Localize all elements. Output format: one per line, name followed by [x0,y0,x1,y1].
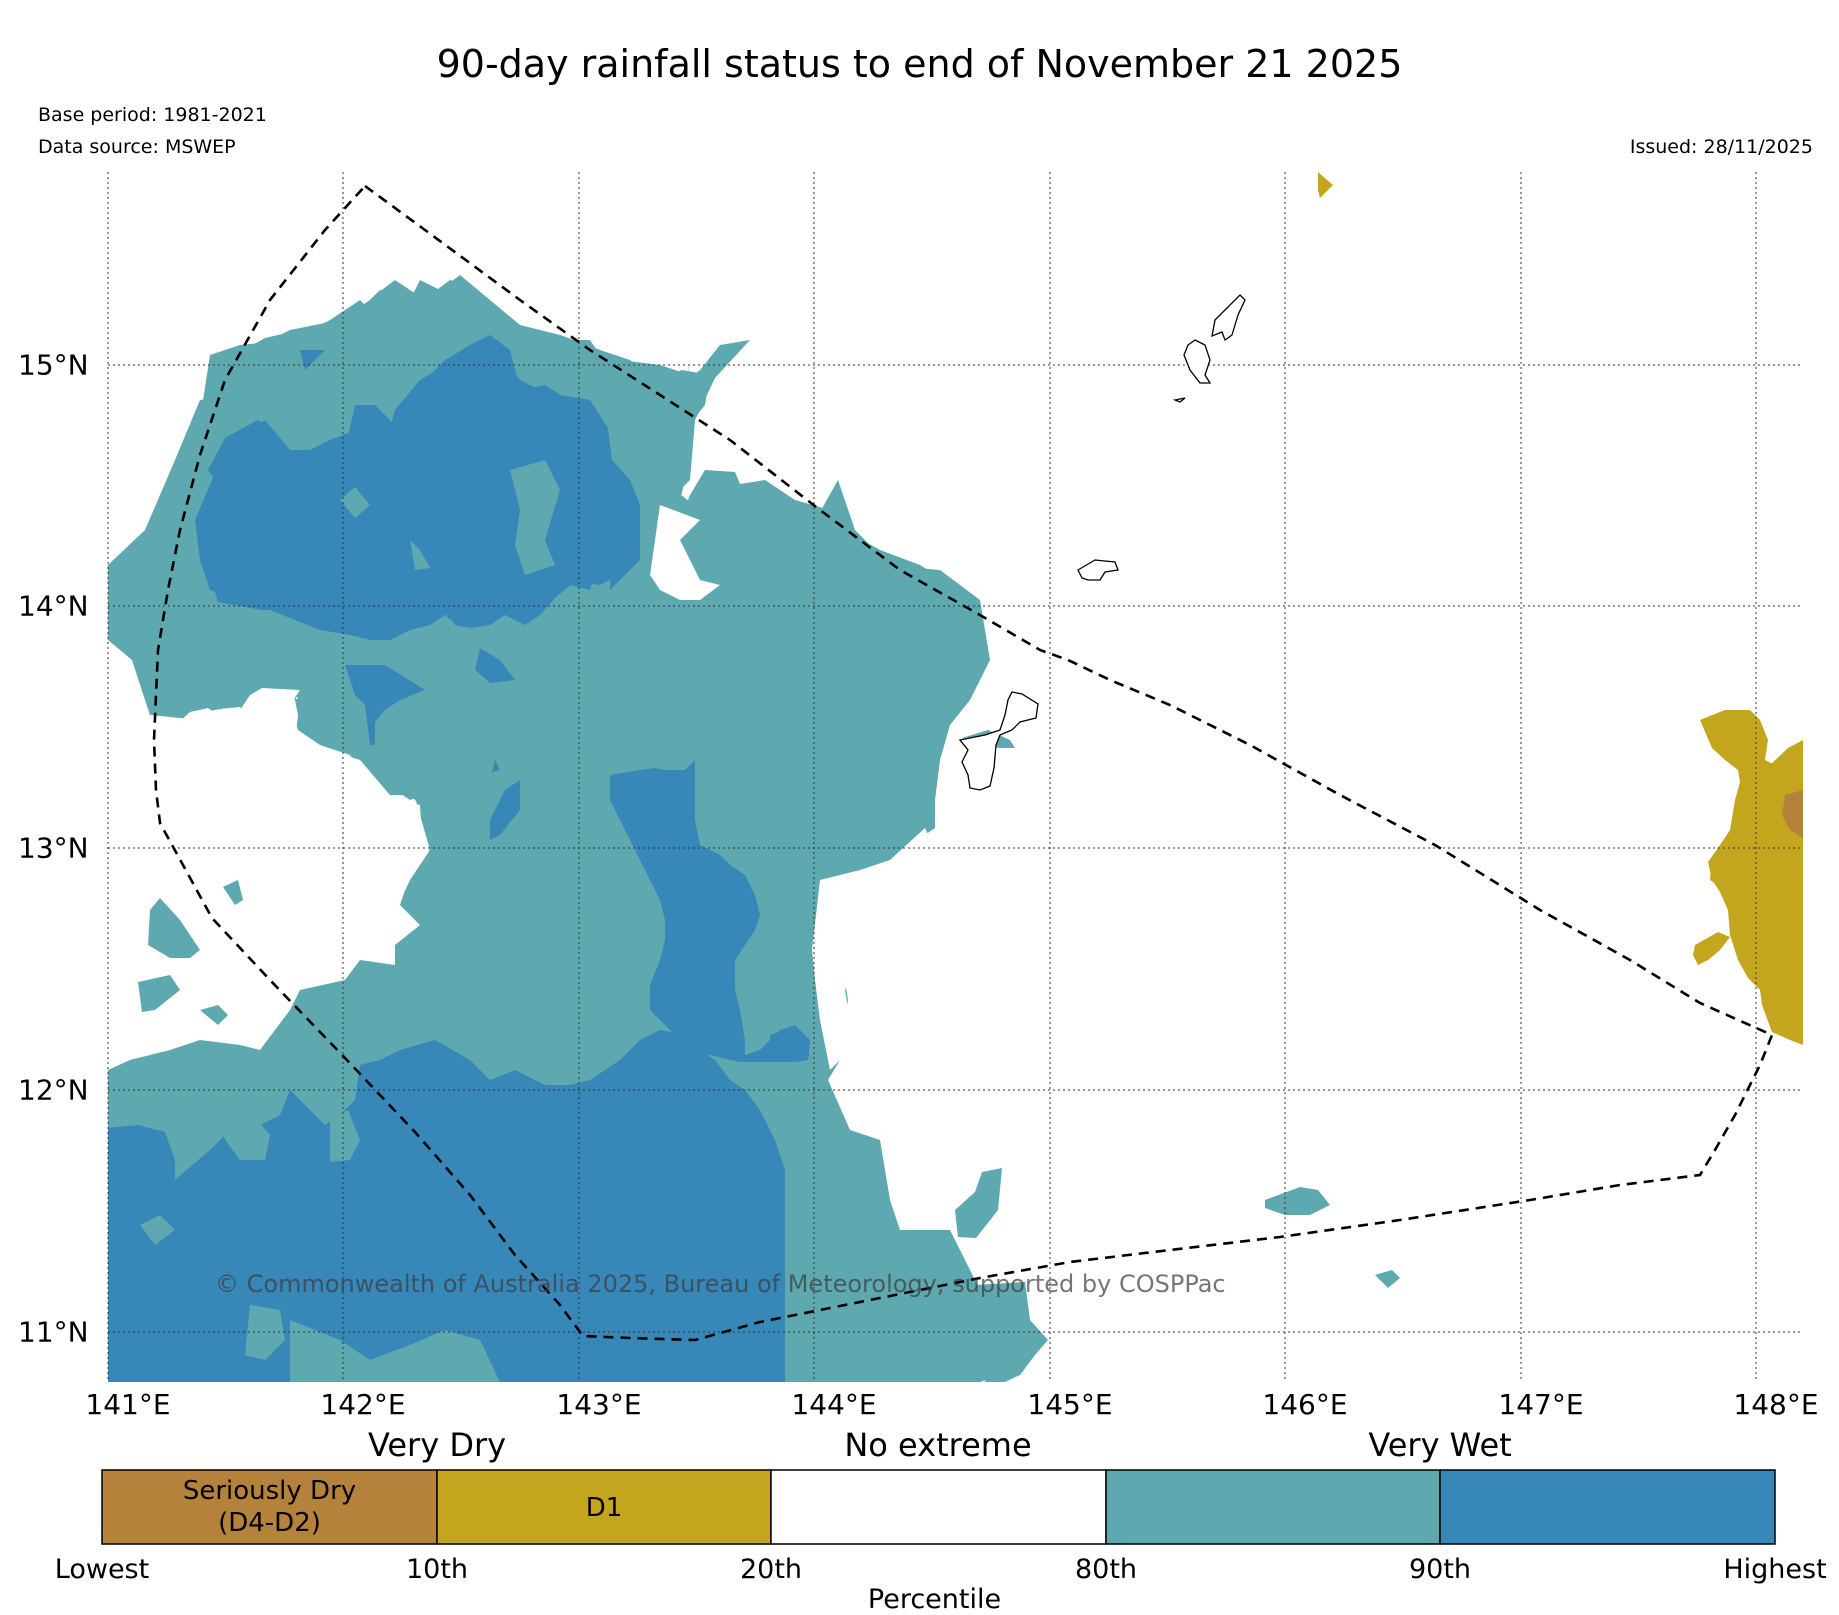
lon-label-146: 146°E [1262,1388,1348,1421]
lon-label-145: 145°E [1027,1388,1113,1421]
lon-label-142: 142°E [320,1388,406,1421]
wet-80th-patch-1 [340,487,370,518]
copyright-watermark: © Commonwealth of Australia 2025, Bureau… [215,1270,1226,1298]
lat-label-15: 15°N [18,348,89,382]
island-guam [958,691,1039,791]
legend-tick-90th: 90th [1408,1554,1472,1585]
legend-group-very-dry: Very Dry [367,1426,507,1464]
page-title: 90-day rainfall status to end of Novembe… [436,42,1403,86]
graticule [107,172,1803,1382]
lon-label-147: 147°E [1498,1388,1584,1421]
legend-tick-highest: Highest [1723,1554,1827,1585]
wet-80th-patch-19 [290,1320,500,1382]
dry-d1-patch-east [1693,932,1730,965]
eez-boundary [152,184,1774,1342]
wet-90th-patch-5 [770,1030,810,1062]
base-period-label: Base period: 1981-2021 [38,104,267,126]
island-aguijan [1172,397,1186,403]
wet-80th-patch-2 [410,540,430,570]
wet-80th-patch-9 [955,1168,1002,1238]
wet-80th-patch-10 [935,1245,950,1258]
wet-80th-patch-7 [200,1005,228,1025]
lat-label-14: 14°N [18,589,89,623]
no-extreme-hole-east [812,828,935,1070]
colorbar-seriously-dry [101,1469,438,1545]
wet-80th-patch-11 [1265,1187,1330,1215]
dry-d1-area-east-main [1700,710,1803,1040]
island-tinian [1183,339,1212,384]
lat-label-11: 11°N [18,1315,89,1349]
wet-80th-patch-17 [140,1215,175,1245]
lon-label-141: 141°E [85,1388,171,1421]
legend-group-no-extreme: No extreme [844,1426,1032,1464]
legend-tick-20th: 20th [739,1554,803,1585]
colorbar-d1 [436,1469,772,1545]
wet-blue-patch-top [300,350,325,370]
colorbar-80th [1105,1469,1441,1545]
coastlines [958,294,1246,791]
wet-80th-patch-8 [223,880,243,905]
wet-90th-patch-4 [492,760,500,772]
legend-tick-lowest: Lowest [54,1554,150,1585]
wet-80th-patch-16 [330,1110,360,1162]
colorbar-90th [1439,1469,1776,1545]
lon-label-144: 144°E [791,1388,877,1421]
wet-90th-area-south [108,1030,785,1382]
dry-d2-area-east [1782,790,1803,838]
wet-90th-patch-3 [490,780,520,840]
wet-80th-patch-15 [220,1112,270,1160]
wet-80th-patch-12 [1375,1270,1400,1288]
wet-80th-patch-3 [510,460,560,575]
lat-label-13: 13°N [18,831,89,865]
legend-tick-80th: 80th [1074,1554,1138,1585]
wet-80th-patch-13 [975,1282,1048,1382]
island-saipan [1211,294,1246,342]
wet-90th-area-central [610,760,810,1062]
data-source-label: Data source: MSWEP [38,136,236,158]
dry-d1-patch-top [1318,172,1333,198]
lon-label-148: 148°E [1733,1388,1819,1421]
legend-label-d1: D1 [585,1493,623,1523]
island-rota [1077,559,1119,581]
wet-80th-patch-6 [138,975,180,1012]
colorbar [101,1469,1776,1545]
wet-90th-patch-1 [345,665,425,745]
issued-date-label: Issued: 28/11/2025 [1629,136,1813,158]
lat-label-12: 12°N [18,1073,89,1107]
legend-group-very-wet: Very Wet [1368,1426,1512,1464]
colorbar-no-extreme [770,1469,1107,1545]
rainfall-areas [108,172,1803,1382]
legend-tick-10th: 10th [405,1554,469,1585]
wet-80th-patch-5 [148,898,200,958]
legend-label-seriously-dry: Seriously Dry (D4-D2) [182,1476,357,1538]
wet-90th-patch-2 [475,648,515,683]
lon-label-143: 143°E [556,1388,642,1421]
no-extreme-hole-center [650,505,720,600]
legend-axis-label: Percentile [867,1584,1002,1615]
